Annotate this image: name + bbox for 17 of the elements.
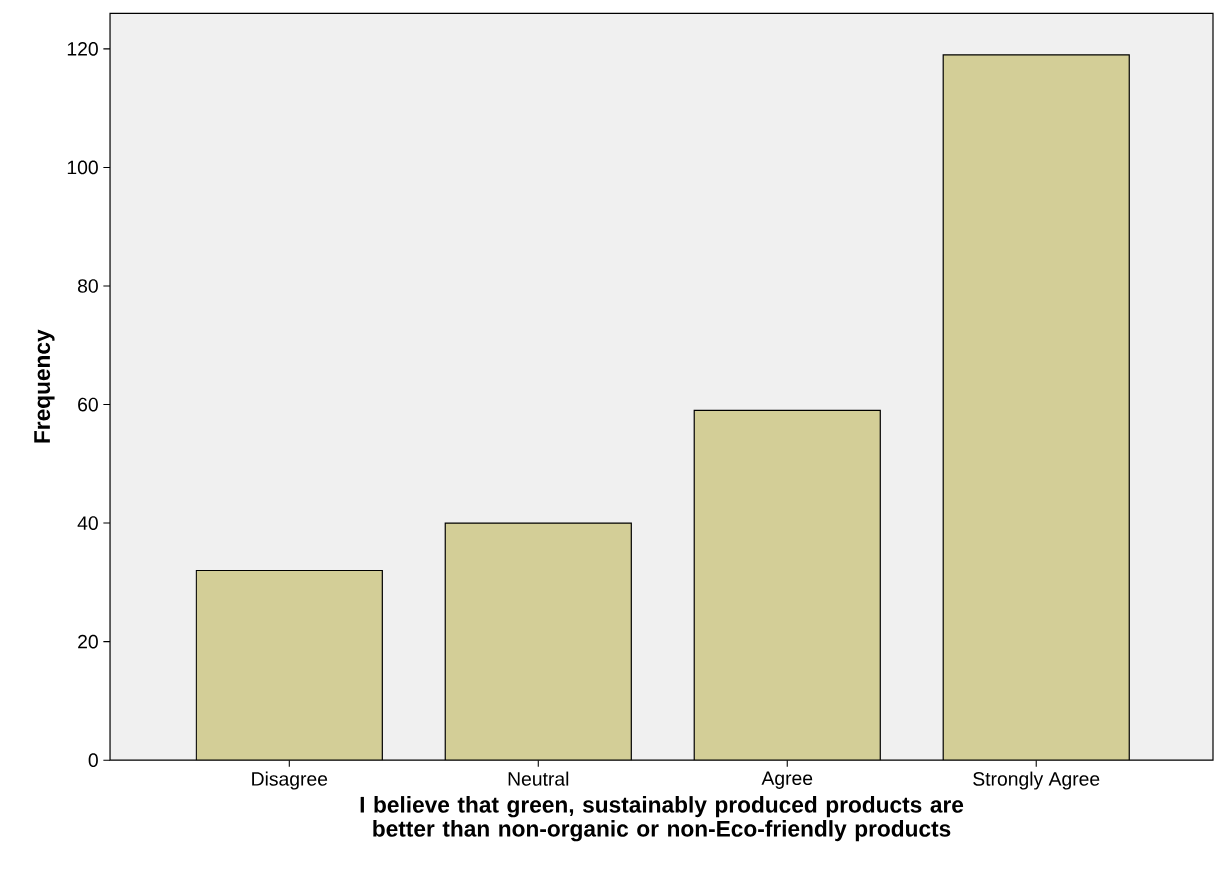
y-tick-label: 0 <box>88 753 98 767</box>
bar <box>693 409 881 761</box>
y-tick-label: 80 <box>77 279 98 293</box>
y-tick-label: 100 <box>67 160 98 175</box>
x-axis-title: I believe that green, sustainably produced products are better than non-organic or non-Eco-friendly products <box>360 795 964 842</box>
y-tick-label: 40 <box>77 516 98 530</box>
bar <box>444 522 632 761</box>
x-tick-label: Neutral <box>508 771 569 786</box>
x-tick-label: Agree <box>761 771 813 789</box>
bar <box>196 570 383 761</box>
x-tick-label: Disagree <box>252 771 328 790</box>
x-tick-label: Strongly Agree <box>973 771 1100 790</box>
y-tick-label: 120 <box>67 41 98 56</box>
y-tick-label: 60 <box>78 397 98 412</box>
y-tick-label: 20 <box>78 634 98 649</box>
y-axis-title: Frequency <box>34 329 55 443</box>
bar <box>942 54 1130 761</box>
